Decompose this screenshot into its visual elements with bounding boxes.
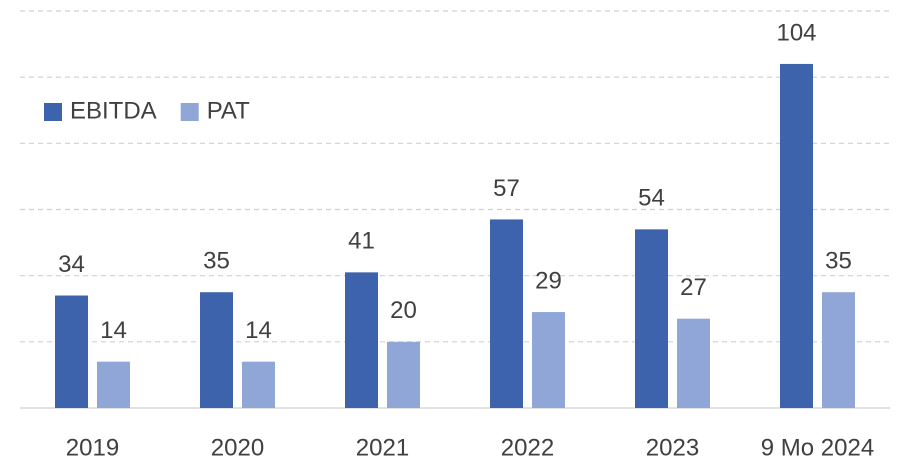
value-label: 35 <box>203 248 230 275</box>
value-label: 29 <box>535 267 562 294</box>
x-tick-label: 2022 <box>501 434 554 461</box>
value-label: 14 <box>100 317 127 344</box>
value-label: 27 <box>680 274 707 301</box>
bar <box>200 292 233 408</box>
legend-label: PAT <box>207 97 250 124</box>
bar <box>677 318 710 408</box>
bar <box>97 361 130 408</box>
value-label: 34 <box>58 251 85 278</box>
bar <box>532 312 565 408</box>
legend-swatch <box>44 103 62 121</box>
bar <box>345 272 378 408</box>
bar <box>242 361 275 408</box>
legend-swatch <box>180 103 199 121</box>
x-tick-label: 2021 <box>356 434 409 461</box>
bar <box>780 63 813 408</box>
value-label: 35 <box>825 248 852 275</box>
value-label: 57 <box>493 175 520 202</box>
value-label: 41 <box>348 228 375 255</box>
value-label: 20 <box>390 297 417 324</box>
bar <box>822 292 855 408</box>
value-label: 14 <box>245 317 272 344</box>
bar <box>387 341 420 408</box>
bar <box>55 295 88 408</box>
x-tick-label: 2019 <box>66 434 119 461</box>
bar <box>635 229 668 408</box>
value-label: 54 <box>638 185 665 212</box>
value-label: 104 <box>776 19 816 46</box>
x-tick-label: 9 Mo 2024 <box>761 434 874 461</box>
x-tick-label: 2020 <box>211 434 264 461</box>
legend-label: EBITDA <box>70 97 157 124</box>
x-tick-label: 2023 <box>646 434 699 461</box>
bar <box>490 219 523 408</box>
